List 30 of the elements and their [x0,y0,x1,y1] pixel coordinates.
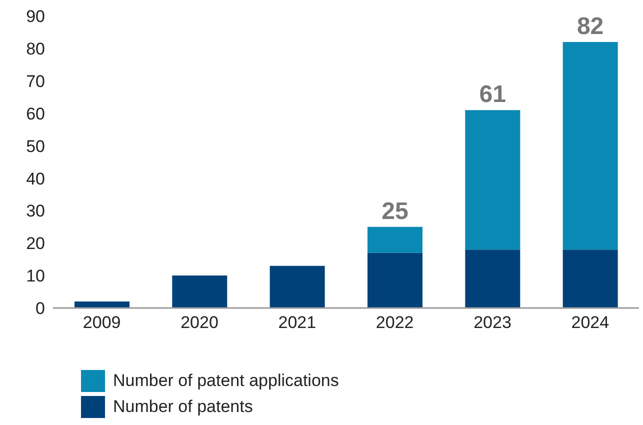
y-tick-label: 60 [26,104,45,124]
bar [367,252,422,308]
bar [270,266,325,308]
x-tick-label: 2024 [571,313,610,332]
y-tick-label: 30 [26,202,45,221]
y-tick-label: 20 [26,234,45,254]
y-tick-label: 10 [26,266,45,286]
x-tick-label: 2020 [180,313,218,332]
bar [172,276,228,308]
x-tick-label: 2021 [278,313,316,332]
y-tick-label: 50 [26,136,45,156]
bar [562,42,618,250]
bar [74,302,130,308]
y-tick-label: 80 [26,39,45,58]
legend-label: Number of patent applications [113,371,339,391]
x-tick-label: 2023 [474,313,512,332]
x-tick-label: 2022 [376,313,414,332]
total-label: 61 [479,81,506,108]
y-tick-label: 0 [36,299,45,318]
bar [465,110,520,250]
bar [465,250,520,308]
y-tick-label: 90 [26,7,45,26]
x-tick-label: 2009 [82,313,121,332]
y-tick-label: 40 [26,169,45,188]
bar [562,250,618,308]
legend-label: Number of patents [113,397,253,417]
y-tick-label: 70 [26,72,45,91]
total-label: 82 [576,12,604,40]
total-label: 25 [382,198,408,225]
bar [367,226,422,253]
